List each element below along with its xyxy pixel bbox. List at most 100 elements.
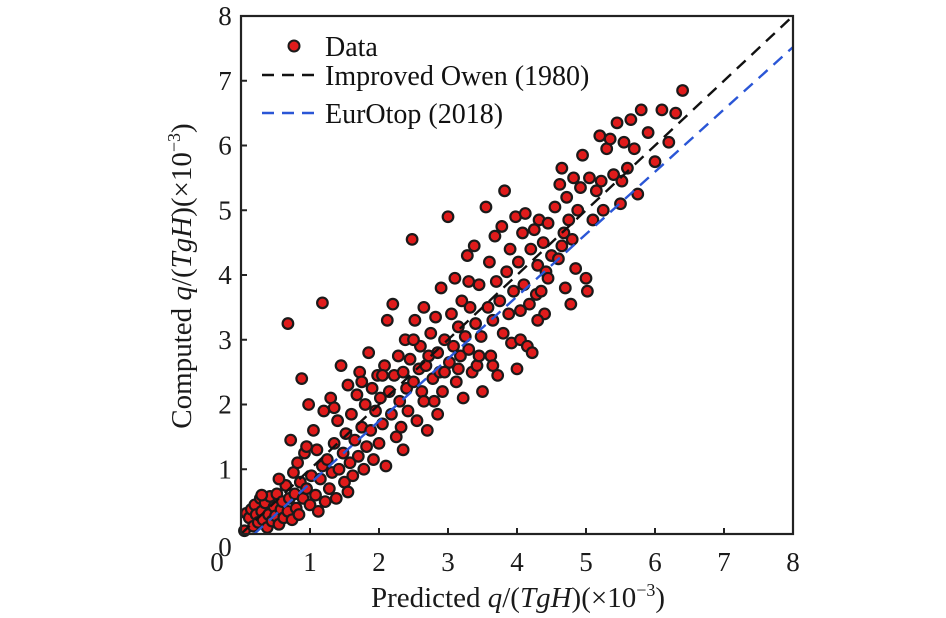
data-point (607, 168, 620, 182)
data-point (469, 317, 483, 330)
data-point (502, 307, 516, 321)
data-point (569, 262, 583, 275)
data-point (332, 462, 346, 476)
x-tick-label: 6 (648, 547, 662, 577)
data-point (417, 300, 431, 314)
legend-label-data: Data (325, 32, 378, 63)
data-point (631, 187, 645, 201)
legend: Data Improved Owen (1980) EurOtop (2018) (262, 32, 589, 130)
data-point (300, 440, 313, 453)
data-point (553, 177, 567, 191)
data-point (379, 459, 393, 473)
data-point (536, 236, 550, 250)
data-point (555, 239, 569, 253)
data-point (555, 161, 569, 175)
data-point (525, 346, 539, 360)
data-point (560, 190, 574, 204)
data-point (641, 126, 655, 139)
data-point (534, 284, 548, 298)
legend-label-owen: Improved Owen (1980) (325, 61, 589, 92)
data-point (593, 129, 607, 143)
data-point (434, 281, 448, 295)
data-point (396, 365, 410, 379)
data-point (339, 427, 353, 441)
data-point (514, 304, 527, 318)
data-point (489, 275, 503, 288)
data-point (372, 436, 386, 450)
data-point (376, 368, 389, 382)
data-point (449, 375, 463, 389)
data-point (401, 404, 415, 418)
data-point (394, 420, 408, 434)
data-point (407, 375, 420, 389)
data-point (405, 232, 419, 246)
data-point (407, 333, 420, 347)
y-tick-label: 2 (218, 390, 232, 420)
x-tick-label: 3 (441, 547, 455, 577)
data-point (272, 472, 286, 486)
data-point (408, 313, 422, 327)
data-point (364, 424, 378, 437)
data-point (389, 430, 403, 444)
x-tick-label: 7 (717, 547, 731, 577)
data-point (662, 135, 676, 149)
data-point (380, 313, 394, 327)
data-point (355, 375, 369, 389)
data-point (634, 103, 648, 117)
data-point (309, 488, 322, 502)
data-point (557, 226, 571, 240)
data-point (583, 171, 596, 185)
data-point (523, 297, 536, 311)
data-point (474, 330, 488, 343)
x-tick-label: 4 (510, 547, 524, 577)
data-point (343, 456, 357, 470)
data-point (558, 281, 572, 295)
data-point (564, 297, 578, 311)
data-point (576, 148, 589, 162)
data-point (311, 504, 325, 518)
data-point (369, 404, 382, 418)
data-point (436, 385, 449, 398)
data-point (589, 184, 603, 198)
data-point (496, 326, 510, 340)
data-point (531, 313, 545, 327)
data-point (403, 352, 417, 366)
data-point (424, 326, 438, 340)
axis-ticks (241, 79, 725, 534)
data-point (429, 310, 442, 324)
data-point (621, 161, 634, 175)
data-point (507, 284, 520, 298)
data-point (596, 203, 610, 217)
data-point (462, 275, 476, 288)
data-point (476, 385, 489, 398)
data-point (524, 242, 538, 256)
data-point (467, 239, 481, 253)
data-point (317, 404, 331, 418)
data-point (420, 424, 434, 437)
data-point (255, 488, 269, 502)
legend-marker-data (287, 39, 301, 53)
data-point (329, 491, 343, 505)
data-point (456, 391, 470, 405)
x-tick-labels: 0 1 2 3 4 5 6 7 8 (210, 547, 800, 577)
data-point (327, 436, 341, 450)
data-point (586, 213, 600, 227)
data-point (365, 381, 379, 395)
data-point (483, 255, 496, 269)
data-point (431, 346, 445, 360)
y-tick-label: 4 (218, 260, 232, 290)
data-point (617, 135, 631, 149)
data-point (396, 443, 410, 457)
y-tick-label: 1 (218, 454, 232, 484)
data-point (360, 440, 373, 453)
data-point (431, 407, 445, 421)
data-point (448, 271, 462, 285)
data-point (451, 362, 465, 376)
data-point (518, 207, 532, 220)
data-point (334, 359, 348, 373)
data-point (417, 394, 431, 408)
data-point (284, 433, 298, 447)
data-point (486, 313, 500, 327)
data-point (310, 443, 324, 457)
data-point (303, 498, 317, 512)
